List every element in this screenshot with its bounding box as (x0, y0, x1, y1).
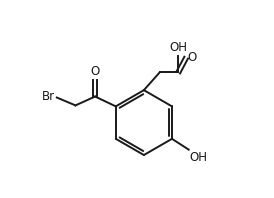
Text: OH: OH (190, 151, 208, 164)
Text: OH: OH (169, 41, 187, 54)
Text: O: O (90, 65, 100, 78)
Text: O: O (187, 51, 196, 64)
Text: Br: Br (42, 90, 55, 103)
